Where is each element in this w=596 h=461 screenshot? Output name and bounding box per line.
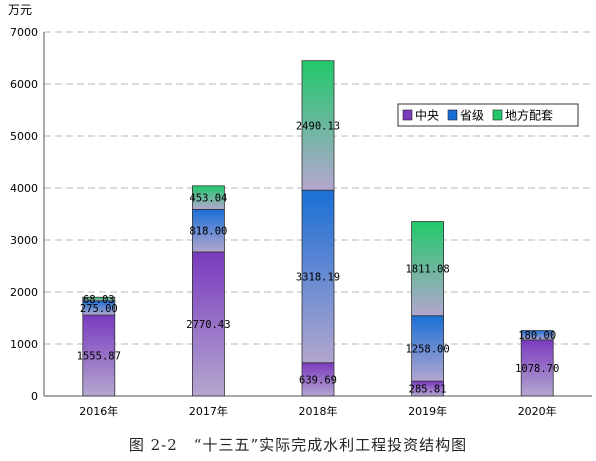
data-label: 2770.43 — [186, 319, 230, 331]
legend-box — [397, 103, 579, 127]
figure-caption: 图 2-2 “十三五”实际完成水利工程投资结构图 — [128, 436, 468, 454]
legend-swatch — [447, 109, 458, 121]
y-tick-label: 7000 — [10, 26, 38, 39]
x-tick-label: 2018年 — [299, 404, 338, 418]
x-axis-ticks: 2016年 2017年 2018年 2019年 2020年 — [79, 404, 556, 418]
data-label: 639.69 — [299, 374, 337, 386]
x-tick-label: 2019年 — [408, 404, 447, 418]
y-tick-label: 5000 — [10, 130, 38, 143]
data-label: 453.04 — [189, 193, 227, 205]
y-tick-label: 3000 — [10, 234, 38, 247]
legend-label: 省级 — [460, 109, 484, 123]
investment-structure-chart: 万元 0 1000 2000 3000 4000 5000 6000 7000 1555.87… — [8, 3, 592, 418]
legend-label: 中央 — [415, 108, 439, 123]
data-label: 818.00 — [189, 226, 227, 238]
y-tick-label: 6000 — [10, 78, 38, 91]
legend-swatch — [402, 109, 413, 121]
bar-segment-省级 — [520, 330, 554, 341]
data-label: 180.00 — [518, 330, 556, 342]
bar-segment-地方配套 — [411, 221, 445, 317]
bar-segment-中央 — [301, 362, 335, 397]
bar-stacks — [82, 60, 554, 397]
data-label: 275.00 — [80, 303, 118, 315]
data-label: 2490.13 — [296, 120, 340, 132]
y-axis-ticks: 0 1000 2000 3000 4000 5000 6000 7000 — [10, 26, 38, 403]
bar-segment-中央 — [82, 314, 116, 397]
bar-segment-省级 — [411, 315, 445, 382]
x-tick-label: 2017年 — [189, 404, 228, 418]
y-tick-label: 1000 — [10, 338, 38, 351]
bar-segment-地方配套 — [301, 60, 335, 191]
bar-segment-省级 — [191, 209, 225, 253]
y-unit-label: 万元 — [8, 3, 32, 17]
legend-swatch — [492, 109, 503, 121]
y-tick-label: 2000 — [10, 286, 38, 299]
data-label: 1811.08 — [405, 264, 449, 276]
data-label: 1555.87 — [77, 351, 121, 363]
bar-segment-省级 — [301, 189, 335, 364]
bar-segment-中央 — [520, 339, 554, 397]
data-label: 1258.00 — [405, 343, 449, 355]
bar-segment-中央 — [191, 251, 225, 397]
data-label: 3318.19 — [296, 271, 340, 283]
y-tick-label: 0 — [31, 390, 38, 403]
bar-segment-地方配套 — [82, 296, 116, 302]
data-label: 1078.70 — [515, 363, 559, 375]
y-tick-label: 4000 — [10, 182, 38, 195]
legend-label: 地方配套 — [505, 108, 553, 123]
bar-segment-地方配套 — [191, 185, 225, 210]
legend: 中央 省级 地方配套 — [397, 103, 579, 127]
x-tick-label: 2020年 — [518, 404, 557, 418]
x-tick-label: 2016年 — [79, 404, 118, 418]
gridlines — [43, 31, 592, 397]
data-label: 285.81 — [409, 384, 447, 396]
data-label: 68.03 — [83, 294, 115, 306]
